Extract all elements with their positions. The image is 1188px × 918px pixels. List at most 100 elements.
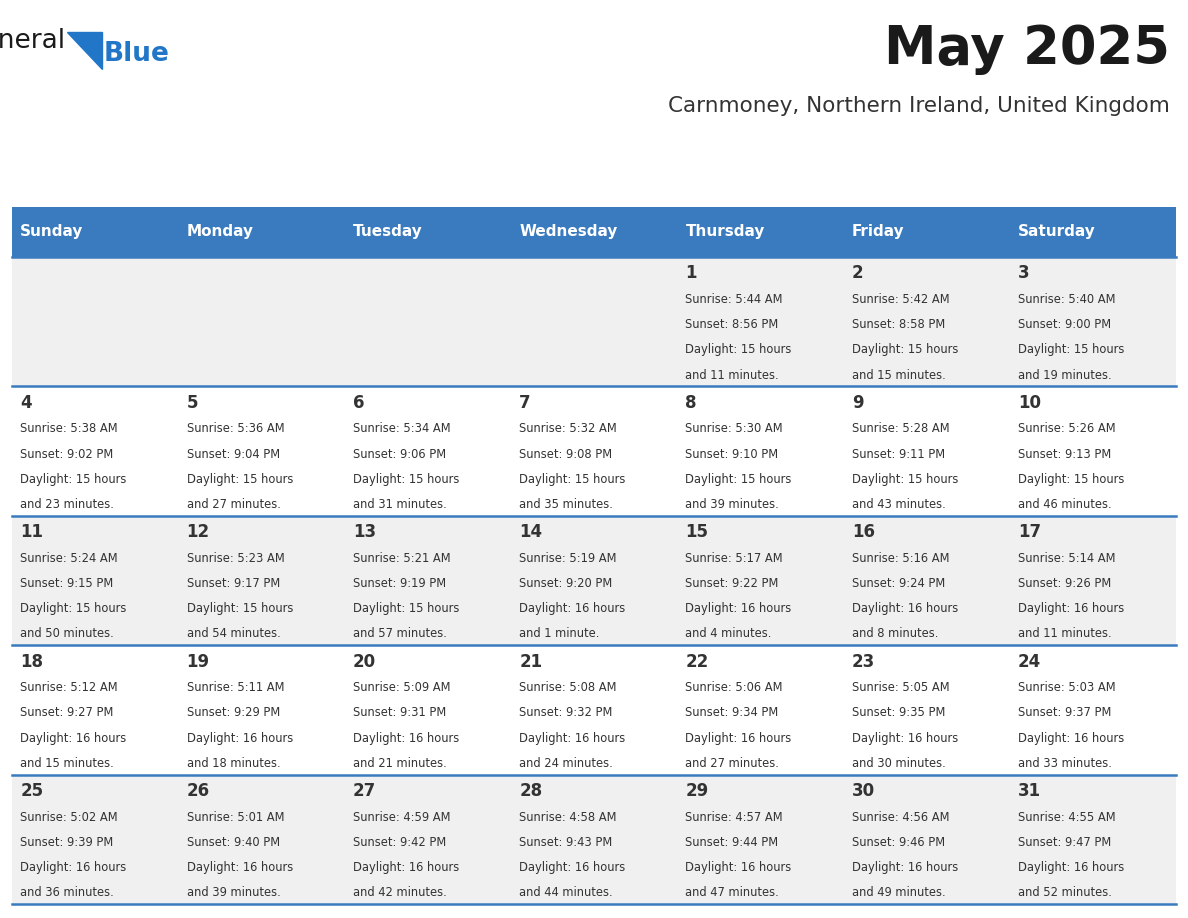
Text: Daylight: 16 hours: Daylight: 16 hours bbox=[1018, 861, 1124, 874]
Text: Daylight: 15 hours: Daylight: 15 hours bbox=[852, 473, 959, 486]
Text: Sunset: 9:11 PM: Sunset: 9:11 PM bbox=[852, 448, 944, 461]
Text: Daylight: 16 hours: Daylight: 16 hours bbox=[685, 861, 791, 874]
Text: 31: 31 bbox=[1018, 782, 1041, 800]
Text: 22: 22 bbox=[685, 653, 709, 671]
Text: and 15 minutes.: and 15 minutes. bbox=[852, 369, 946, 382]
Text: Sunrise: 5:17 AM: Sunrise: 5:17 AM bbox=[685, 552, 783, 565]
Text: Sunset: 9:47 PM: Sunset: 9:47 PM bbox=[1018, 836, 1111, 849]
Text: Daylight: 16 hours: Daylight: 16 hours bbox=[353, 732, 459, 744]
Text: Sunrise: 5:32 AM: Sunrise: 5:32 AM bbox=[519, 422, 617, 435]
Text: Daylight: 15 hours: Daylight: 15 hours bbox=[1018, 343, 1125, 356]
Text: Daylight: 16 hours: Daylight: 16 hours bbox=[353, 861, 459, 874]
Text: and 42 minutes.: and 42 minutes. bbox=[353, 887, 447, 900]
Text: Daylight: 15 hours: Daylight: 15 hours bbox=[519, 473, 626, 486]
Text: Daylight: 15 hours: Daylight: 15 hours bbox=[353, 602, 460, 615]
Text: 14: 14 bbox=[519, 523, 542, 542]
Text: Daylight: 15 hours: Daylight: 15 hours bbox=[187, 473, 293, 486]
Text: 19: 19 bbox=[187, 653, 209, 671]
Text: 12: 12 bbox=[187, 523, 209, 542]
Text: Sunset: 9:08 PM: Sunset: 9:08 PM bbox=[519, 448, 612, 461]
Text: Sunset: 9:43 PM: Sunset: 9:43 PM bbox=[519, 836, 612, 849]
Text: Sunrise: 5:24 AM: Sunrise: 5:24 AM bbox=[20, 552, 118, 565]
Text: Daylight: 16 hours: Daylight: 16 hours bbox=[20, 732, 126, 744]
Text: Sunrise: 5:23 AM: Sunrise: 5:23 AM bbox=[187, 552, 284, 565]
Text: Daylight: 16 hours: Daylight: 16 hours bbox=[187, 861, 292, 874]
Bar bbox=[843, 207, 1010, 257]
Text: 18: 18 bbox=[20, 653, 43, 671]
Text: Sunrise: 5:02 AM: Sunrise: 5:02 AM bbox=[20, 811, 118, 823]
Text: and 43 minutes.: and 43 minutes. bbox=[852, 498, 946, 511]
Bar bbox=[12, 386, 1176, 516]
Text: 30: 30 bbox=[852, 782, 874, 800]
Text: Thursday: Thursday bbox=[685, 224, 765, 240]
Text: Sunrise: 4:57 AM: Sunrise: 4:57 AM bbox=[685, 811, 783, 823]
Text: Sunrise: 5:06 AM: Sunrise: 5:06 AM bbox=[685, 681, 783, 694]
Text: Sunrise: 5:03 AM: Sunrise: 5:03 AM bbox=[1018, 681, 1116, 694]
Text: Sunset: 9:24 PM: Sunset: 9:24 PM bbox=[852, 577, 944, 590]
Text: and 27 minutes.: and 27 minutes. bbox=[685, 757, 779, 770]
Text: Sunrise: 5:42 AM: Sunrise: 5:42 AM bbox=[852, 293, 949, 306]
Text: Daylight: 16 hours: Daylight: 16 hours bbox=[852, 732, 958, 744]
Text: Daylight: 16 hours: Daylight: 16 hours bbox=[187, 732, 292, 744]
Text: 8: 8 bbox=[685, 394, 697, 412]
Text: Monday: Monday bbox=[187, 224, 253, 240]
Text: Daylight: 15 hours: Daylight: 15 hours bbox=[353, 473, 460, 486]
Text: and 35 minutes.: and 35 minutes. bbox=[519, 498, 613, 511]
Text: Sunset: 9:15 PM: Sunset: 9:15 PM bbox=[20, 577, 113, 590]
Text: Daylight: 15 hours: Daylight: 15 hours bbox=[685, 473, 792, 486]
Text: 6: 6 bbox=[353, 394, 365, 412]
Text: and 47 minutes.: and 47 minutes. bbox=[685, 887, 779, 900]
Text: 16: 16 bbox=[852, 523, 874, 542]
Text: Sunset: 9:37 PM: Sunset: 9:37 PM bbox=[1018, 707, 1112, 720]
Text: Sunset: 9:02 PM: Sunset: 9:02 PM bbox=[20, 448, 113, 461]
Text: and 11 minutes.: and 11 minutes. bbox=[685, 369, 779, 382]
Bar bbox=[677, 207, 843, 257]
Text: 17: 17 bbox=[1018, 523, 1041, 542]
Bar bbox=[12, 257, 1176, 386]
Text: Sunrise: 5:44 AM: Sunrise: 5:44 AM bbox=[685, 293, 783, 306]
Text: Sunrise: 4:56 AM: Sunrise: 4:56 AM bbox=[852, 811, 949, 823]
Text: 7: 7 bbox=[519, 394, 531, 412]
Text: Daylight: 16 hours: Daylight: 16 hours bbox=[1018, 732, 1124, 744]
Text: and 1 minute.: and 1 minute. bbox=[519, 628, 600, 641]
Text: Sunset: 9:44 PM: Sunset: 9:44 PM bbox=[685, 836, 778, 849]
Text: Sunrise: 5:05 AM: Sunrise: 5:05 AM bbox=[852, 681, 949, 694]
Text: and 57 minutes.: and 57 minutes. bbox=[353, 628, 447, 641]
Text: Daylight: 16 hours: Daylight: 16 hours bbox=[685, 732, 791, 744]
Text: Daylight: 16 hours: Daylight: 16 hours bbox=[852, 861, 958, 874]
Text: Daylight: 15 hours: Daylight: 15 hours bbox=[20, 473, 127, 486]
Text: and 21 minutes.: and 21 minutes. bbox=[353, 757, 447, 770]
Text: 13: 13 bbox=[353, 523, 375, 542]
Bar bbox=[345, 207, 511, 257]
Text: Daylight: 16 hours: Daylight: 16 hours bbox=[20, 861, 126, 874]
Text: 21: 21 bbox=[519, 653, 542, 671]
Text: Sunset: 9:06 PM: Sunset: 9:06 PM bbox=[353, 448, 446, 461]
Text: Sunrise: 5:28 AM: Sunrise: 5:28 AM bbox=[852, 422, 949, 435]
Text: and 39 minutes.: and 39 minutes. bbox=[685, 498, 779, 511]
Polygon shape bbox=[67, 32, 102, 69]
Text: and 49 minutes.: and 49 minutes. bbox=[852, 887, 946, 900]
Text: 11: 11 bbox=[20, 523, 43, 542]
Text: Sunset: 8:56 PM: Sunset: 8:56 PM bbox=[685, 319, 778, 331]
Text: 1: 1 bbox=[685, 264, 697, 283]
Text: Sunset: 9:22 PM: Sunset: 9:22 PM bbox=[685, 577, 779, 590]
Text: Daylight: 16 hours: Daylight: 16 hours bbox=[685, 602, 791, 615]
Text: 2: 2 bbox=[852, 264, 864, 283]
Text: Sunset: 9:19 PM: Sunset: 9:19 PM bbox=[353, 577, 446, 590]
Text: Sunrise: 4:59 AM: Sunrise: 4:59 AM bbox=[353, 811, 450, 823]
Text: Sunset: 9:39 PM: Sunset: 9:39 PM bbox=[20, 836, 113, 849]
Text: Sunrise: 5:30 AM: Sunrise: 5:30 AM bbox=[685, 422, 783, 435]
Text: Saturday: Saturday bbox=[1018, 224, 1095, 240]
Bar bbox=[511, 207, 677, 257]
Text: Sunset: 9:04 PM: Sunset: 9:04 PM bbox=[187, 448, 279, 461]
Text: Daylight: 16 hours: Daylight: 16 hours bbox=[852, 602, 958, 615]
Text: Daylight: 16 hours: Daylight: 16 hours bbox=[1018, 602, 1124, 615]
Text: Sunset: 9:17 PM: Sunset: 9:17 PM bbox=[187, 577, 279, 590]
Text: Sunset: 9:32 PM: Sunset: 9:32 PM bbox=[519, 707, 613, 720]
Text: and 18 minutes.: and 18 minutes. bbox=[187, 757, 280, 770]
Text: Wednesday: Wednesday bbox=[519, 224, 618, 240]
Text: Friday: Friday bbox=[852, 224, 904, 240]
Text: Sunset: 8:58 PM: Sunset: 8:58 PM bbox=[852, 319, 944, 331]
Text: and 15 minutes.: and 15 minutes. bbox=[20, 757, 114, 770]
Text: Daylight: 15 hours: Daylight: 15 hours bbox=[1018, 473, 1125, 486]
